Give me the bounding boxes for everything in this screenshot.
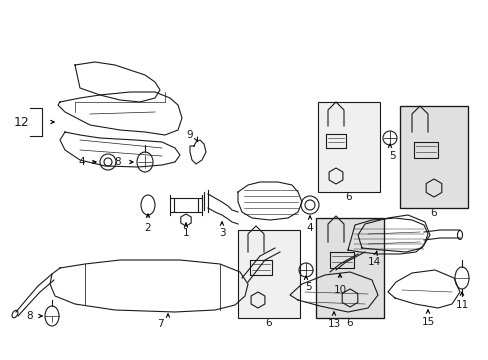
Text: 7: 7 (156, 319, 163, 329)
Text: 5: 5 (304, 282, 311, 292)
Bar (399, 106, 467, 208)
Text: 6: 6 (346, 318, 353, 328)
Text: 6: 6 (265, 318, 272, 328)
Text: 9: 9 (186, 130, 193, 140)
Text: 14: 14 (366, 257, 380, 267)
Text: 15: 15 (421, 317, 434, 327)
Text: 10: 10 (333, 285, 346, 295)
Text: 11: 11 (454, 300, 468, 310)
Text: 8: 8 (27, 311, 33, 321)
Text: 12: 12 (14, 116, 30, 129)
Text: 8: 8 (115, 157, 121, 167)
Text: 5: 5 (388, 151, 394, 161)
Text: 6: 6 (345, 192, 351, 202)
Text: 4: 4 (306, 223, 313, 233)
Bar (315, 218, 383, 318)
Text: 2: 2 (144, 223, 151, 233)
Text: 13: 13 (326, 319, 340, 329)
Text: 6: 6 (430, 208, 436, 218)
Text: 1: 1 (183, 228, 189, 238)
Text: 4: 4 (79, 157, 85, 167)
Bar (317, 102, 379, 192)
Bar (238, 230, 299, 318)
Text: 3: 3 (218, 228, 225, 238)
